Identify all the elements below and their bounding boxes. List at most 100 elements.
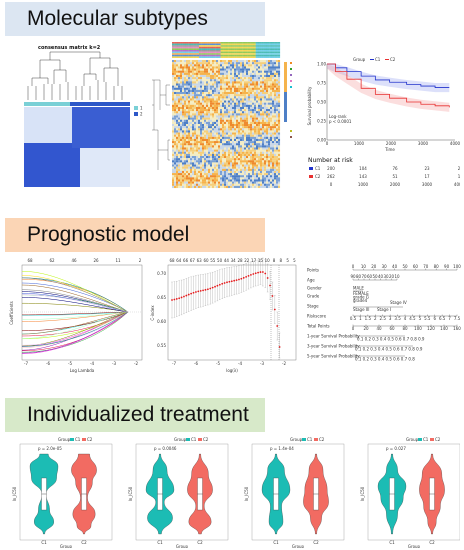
svg-text:Stage IV: Stage IV [390,300,407,305]
svg-text:Stage I: Stage I [377,307,391,312]
svg-text:100: 100 [414,326,422,331]
cv-top-tick: 10 [265,258,271,263]
risk-row-label: C1 [315,166,321,171]
violin-pvalue: p = 2.0e-05 [38,446,62,451]
cv-top-tick: 8 [273,258,276,263]
risk-value: 23 [424,166,430,171]
svg-text:C1: C1 [389,540,395,545]
svg-text:grade4: grade4 [353,298,368,303]
svg-text:MALE: MALE [353,286,364,291]
nomogram-row-label: Points [307,268,319,273]
svg-text:0.1 0.2 0.3 0.4 0.5 0.6 0.7: 0.1 0.2 0.3 0.4 0.5 0.6 0.7 0.8 [355,357,415,362]
cv-y-ticks: 0.70 0.65 0.60 0.55 [157,271,166,348]
risk-xtick: 2000 [390,182,401,187]
cv-top-tick: 68 [169,258,175,263]
svg-text:C2: C2 [203,437,209,442]
violin-ylabel: ln_IC50 [128,486,133,501]
nomogram-panel: Points Age Gender Grade Stage Riskscore Total … [305,262,462,380]
cv-top-tick: 22 [244,258,250,263]
lasso-xtick: -5 [68,361,72,366]
svg-text:40: 40 [392,264,398,269]
svg-text:FEMALE: FEMALE [353,291,369,296]
svg-text:3: 3 [389,316,392,321]
violin-plot-4: Group C1 C2 p = 0.027 C1 C2 Group ln_IC50 [360,437,460,548]
survival-xtick: 0 [326,141,329,146]
svg-text:6.5: 6.5 [439,316,446,321]
nomogram-row-label: Gender [307,286,322,291]
survival-axes: 1.00 0.75 0.50 0.25 0.000 1000 2000 3000 4000 [317,61,460,146]
svg-text:C1: C1 [191,437,197,442]
cv-xtick: -2 [282,361,286,366]
svg-text:2: 2 [374,316,377,321]
cv-xtick: -5 [216,361,220,366]
svg-text:40: 40 [376,326,382,331]
cv-top-tick: 44 [224,258,230,263]
cv-top-tick: 63 [197,258,203,263]
violin-plot-1: Group C1 C2 p = 2.0e-05 C1 C2 Group ln_IC50 [12,437,113,548]
lasso-panel: 68 62 46 26 11 2 -7 -6 -5 -4 -3 -2 Log Lambda Coef… [8,255,148,375]
risk-value: 17 [424,174,430,179]
svg-text:Group: Group [58,437,71,442]
cv-frame [167,264,297,361]
violin-plot-3: Group C1 C2 p = 1.4e-04 C1 C2 Group ln_IC50 [244,437,345,548]
nomogram-row-label: Riskscore [307,314,327,319]
lasso-xlabel: Log Lambda [70,368,95,373]
risk-value: 1 [458,174,460,179]
svg-text:3.5: 3.5 [394,316,401,321]
nomogram-row-label: Stage [307,304,319,309]
lasso-top-tick: 2 [139,258,142,263]
cv-top-tick: 5 [286,258,289,263]
svg-text:C2: C2 [435,437,441,442]
cv-x-ticks: -7 -6 -5 -4 -3 -2 [172,361,286,366]
cv-top-tick: 55 [210,258,216,263]
svg-text:C1: C1 [307,437,313,442]
risk-xtick: 3000 [422,182,433,187]
cv-xtick: -6 [194,361,198,366]
survival-ytick: 1.00 [317,61,326,66]
cv-xtick: -7 [172,361,176,366]
svg-text:C1: C1 [157,540,163,545]
survival-ylabel: Survival probability [307,86,312,125]
heatmap-legend [284,62,292,138]
cv-panel: 68 64 66 67 63 60 55 50 44 34 28 22 17 15 10 8 8 5 5 0.70 0… [150,255,300,375]
nomogram-row-label: Age [307,278,315,283]
svg-text:60: 60 [389,326,395,331]
lasso-x-ticks: -7 -6 -5 -4 -3 -2 [24,361,138,366]
svg-text:1: 1 [140,106,143,111]
survival-ytick: 0.50 [317,99,326,104]
violin-row: Group C1 C2 p = 2.0e-05 C1 C2 Group ln_IC50 Grou… [8,436,460,548]
lasso-xtick: -4 [90,361,94,366]
svg-text:0: 0 [352,264,355,269]
violin-ylabel: ln_IC50 [12,486,17,501]
svg-text:6: 6 [433,316,436,321]
survival-xlabel: Time [384,147,395,152]
cv-ylabel: C-index [150,305,155,321]
survival-xtick: 2000 [386,141,397,146]
svg-text:2.5: 2.5 [380,316,387,321]
svg-text:20: 20 [363,326,369,331]
heatmap-annotation-bars [172,42,281,58]
svg-text:4.5: 4.5 [409,316,416,321]
survival-curve-C1 [327,63,450,88]
svg-text:0: 0 [352,326,355,331]
heatmap-cells [172,60,281,189]
cv-top-tick: 67 [190,258,196,263]
consensus-title: consensus matrix k=2 [38,45,101,51]
svg-text:10: 10 [361,264,367,269]
lasso-top-tick: 26 [93,258,99,263]
svg-text:70: 70 [361,274,367,279]
violin-ylabel: ln_IC50 [360,486,365,501]
nomogram-row-label: 1-year Survival Probability [307,334,360,339]
cv-top-tick: 8 [280,258,283,263]
svg-text:C1: C1 [41,540,47,545]
heatmap-row-dendrogram [152,79,170,170]
svg-text:30: 30 [382,264,388,269]
lasso-xtick: -3 [112,361,116,366]
risk-value: 51 [392,174,398,179]
lasso-top-tick: 11 [115,258,121,263]
lasso-xtick: -7 [24,361,28,366]
violin-pvalue: p = 1.4e-04 [270,446,294,451]
cv-top-tick: 66 [183,258,189,263]
violin-pvalue: p = 0.027 [386,446,406,451]
svg-text:1: 1 [359,316,362,321]
